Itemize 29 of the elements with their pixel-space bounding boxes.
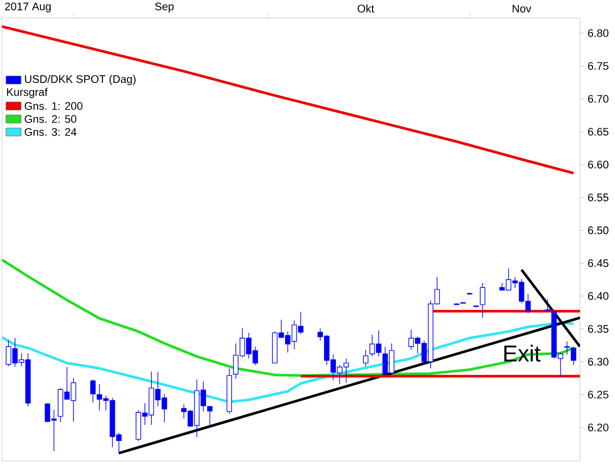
candlestick bbox=[544, 298, 550, 312]
legend-title: Kursgraf bbox=[7, 88, 48, 98]
y-tick-label: 6.45 bbox=[588, 259, 608, 268]
y-tick-label: 6.25 bbox=[588, 390, 608, 398]
candlestick bbox=[480, 282, 486, 318]
y-tick-label: 6.70 bbox=[588, 94, 608, 103]
y-tick-label: 6.75 bbox=[588, 62, 608, 70]
candlestick bbox=[90, 379, 96, 403]
y-tick-label: 6.50 bbox=[588, 226, 608, 234]
y-tick-label: 6.55 bbox=[588, 194, 608, 202]
y-tick-label: 6.65 bbox=[588, 128, 608, 136]
x-tick-label: Okt bbox=[358, 4, 374, 12]
line-series bbox=[2, 258, 575, 377]
candlestick bbox=[570, 346, 576, 366]
y-tick-label: 6.40 bbox=[588, 292, 608, 300]
y-tick-label: 6.35 bbox=[588, 325, 608, 333]
legend-label: Gns. 3: 24 bbox=[24, 128, 76, 136]
y-tick-label: 6.30 bbox=[588, 358, 608, 366]
x-tick-label: 2017 Aug bbox=[5, 2, 51, 12]
legend-label: USD/DKK SPOT (Dag) bbox=[25, 74, 136, 86]
x-tick-label: Nov bbox=[512, 4, 532, 12]
y-tick-label: 6.60 bbox=[588, 160, 608, 168]
candlestick bbox=[363, 350, 368, 367]
legend-label: Gns. 2: 50 bbox=[24, 115, 76, 123]
y-tick-label: 6.80 bbox=[588, 29, 608, 37]
x-tick-label: Sep bbox=[155, 2, 174, 12]
candlestick bbox=[207, 406, 213, 427]
legend-label: Gns. 1: 200 bbox=[24, 102, 82, 110]
y-tick-label: 6.20 bbox=[588, 424, 608, 432]
